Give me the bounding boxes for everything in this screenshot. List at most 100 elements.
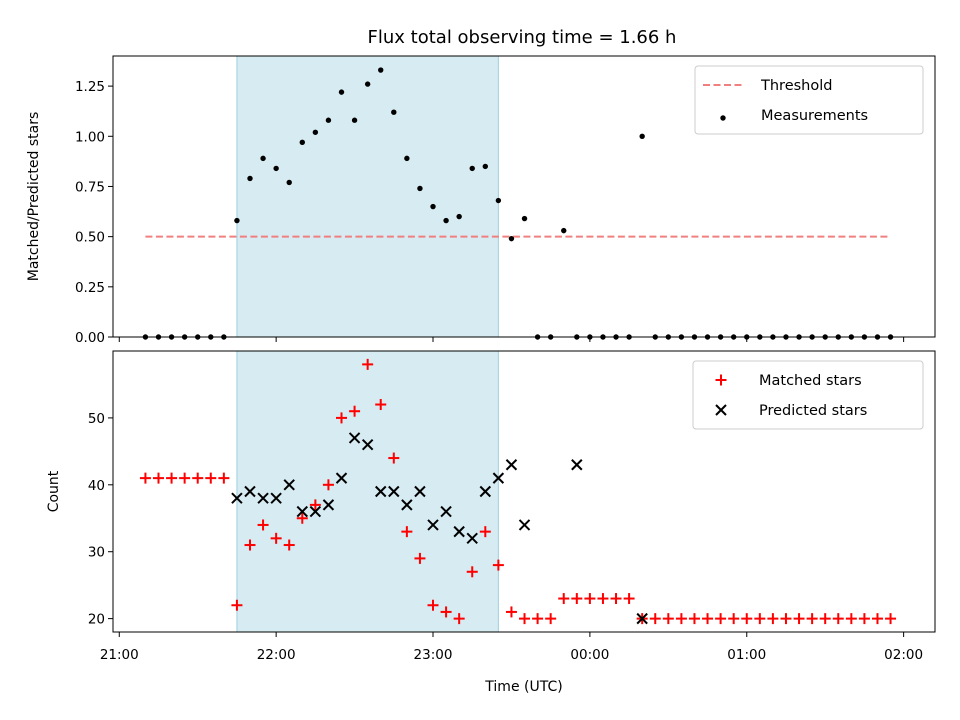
matched-star-point — [688, 613, 700, 625]
matched-star-point — [388, 452, 400, 464]
cross-stroke-b — [348, 432, 361, 444]
cross-stroke-b — [571, 459, 583, 471]
matched-star-point — [571, 593, 583, 605]
legend-label: Threshold — [760, 78, 832, 94]
matched-star-point — [192, 472, 204, 484]
matched-star-point — [349, 405, 361, 417]
predicted-star-point — [414, 485, 426, 498]
matched-star-point — [519, 613, 531, 625]
y-tick-label: 20 — [88, 612, 105, 628]
matched-star-point — [793, 613, 805, 625]
matched-star-point — [296, 512, 308, 524]
predicted-star-point — [453, 525, 465, 538]
predicted-star-point — [375, 485, 387, 498]
matched-star-point — [741, 613, 753, 625]
matched-star-point — [205, 472, 217, 484]
x-tick-label: 22:00 — [257, 647, 296, 663]
matched-star-point — [532, 613, 544, 625]
measurement-point — [299, 139, 305, 146]
cross-stroke-b — [636, 612, 648, 625]
x-axis-label: Time (UTC) — [484, 679, 562, 695]
matched-star-point — [806, 613, 818, 625]
cross-stroke-b — [427, 519, 439, 531]
matched-star-point — [675, 613, 687, 625]
predicted-star-point — [361, 438, 374, 451]
cross-stroke-b — [388, 485, 400, 498]
matched-star-point — [767, 613, 779, 625]
x-tick-label: 21:00 — [100, 647, 139, 663]
matched-star-point — [505, 606, 517, 618]
cross-stroke-b — [231, 492, 243, 504]
matched-star-point — [702, 613, 714, 625]
measurement-point — [561, 227, 567, 234]
y-tick-label: 40 — [88, 478, 105, 494]
matched-star-point — [871, 613, 883, 625]
measurement-point — [351, 117, 358, 123]
legend-key-measurements — [720, 115, 726, 121]
cross-stroke-b — [335, 472, 348, 484]
matched-star-point — [558, 593, 570, 605]
predicted-star-point — [244, 485, 256, 498]
predicted-star-point — [401, 499, 413, 511]
matched-star-point — [466, 566, 478, 578]
matched-star-point — [832, 613, 844, 625]
matched-star-point — [453, 613, 465, 625]
y-tick-label: 0.00 — [75, 330, 105, 346]
legend-label: Matched stars — [759, 373, 862, 389]
matched-star-point — [728, 613, 740, 625]
measurement-point — [469, 165, 475, 172]
matched-star-point — [244, 539, 256, 551]
matched-star-point — [545, 613, 557, 625]
cross-stroke-b — [492, 472, 505, 484]
cross-stroke-b — [244, 485, 256, 498]
legend-label: Predicted stars — [759, 403, 867, 419]
cross-stroke-b — [283, 479, 295, 491]
predicted-star-point — [636, 612, 648, 625]
y-tick-label: 0.75 — [75, 179, 105, 195]
matched-star-point — [336, 412, 348, 424]
top-marks — [142, 67, 894, 340]
legend-box — [694, 65, 924, 135]
cross-stroke-b — [361, 438, 374, 451]
matched-star-point — [139, 472, 151, 484]
measurement-point — [456, 213, 462, 220]
measurement-point — [338, 89, 345, 95]
bottom-plot-frame — [112, 350, 936, 633]
measurement-point — [378, 67, 384, 73]
matched-star-point — [623, 593, 635, 605]
y-tick-label: 0.25 — [75, 280, 105, 296]
matched-star-point — [414, 552, 426, 564]
measurement-point — [508, 235, 515, 242]
measurement-point — [404, 155, 410, 162]
bottom-y-ticks: 20 30 40 50 — [88, 411, 113, 628]
matched-star-point — [662, 613, 674, 625]
measurement-point — [391, 109, 397, 115]
matched-star-point — [754, 613, 766, 625]
bottom-y-axis-label: Count — [46, 470, 62, 512]
bottom-x-ticks: 21:00 22:00 23:00 00:00 01:00 02:00 — [100, 632, 923, 663]
matched-star-point — [152, 472, 164, 484]
cross-stroke-b — [270, 492, 282, 504]
matched-star-point — [166, 472, 178, 484]
predicted-star-point — [283, 479, 295, 491]
matched-star-point — [780, 613, 792, 625]
legend-box — [692, 360, 924, 430]
cross-stroke-b — [440, 505, 452, 518]
predicted-star-point — [388, 485, 400, 498]
predicted-star-point — [518, 519, 531, 531]
cross-stroke-b — [414, 485, 426, 498]
measurement-point — [273, 165, 279, 172]
cross-stroke-b — [309, 505, 322, 518]
measurement-point — [260, 155, 266, 162]
matched-star-point — [218, 472, 230, 484]
top-plot-frame — [112, 55, 936, 338]
predicted-star-point — [466, 532, 478, 545]
measurement-point — [521, 215, 528, 222]
predicted-star-point — [505, 459, 518, 471]
predicted-star-point — [492, 472, 505, 484]
measurement-point — [364, 81, 371, 87]
bottom-observing-span — [236, 350, 499, 633]
matched-star-point — [427, 599, 439, 611]
matched-star-point — [440, 606, 452, 618]
